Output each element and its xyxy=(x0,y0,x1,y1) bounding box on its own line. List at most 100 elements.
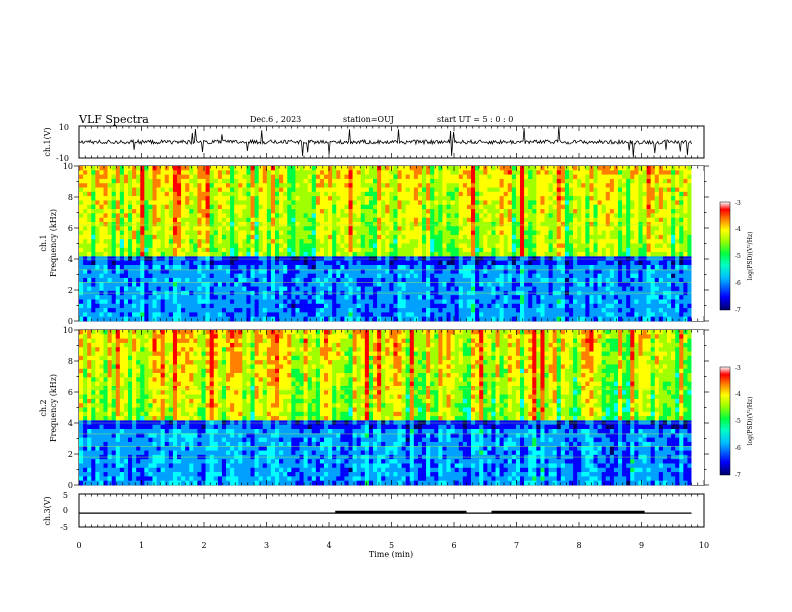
spectrogram-cell xyxy=(356,303,362,309)
spectrogram-cell xyxy=(471,213,476,218)
spectrogram-cell xyxy=(250,221,255,227)
spectrogram-cell xyxy=(205,166,210,171)
spectrogram-cell xyxy=(352,196,357,201)
spectrogram-cell xyxy=(340,277,345,283)
spectrogram-cell xyxy=(466,252,472,257)
spectrogram-cell xyxy=(270,277,276,283)
spectrogram-cell xyxy=(528,217,533,223)
spectrogram-cell xyxy=(597,187,602,193)
spectrogram-cell xyxy=(679,265,684,270)
spectrogram-cell xyxy=(201,269,206,274)
spectrogram-cell xyxy=(246,282,251,287)
spectrogram-cell xyxy=(658,286,664,292)
spectrogram-cell xyxy=(364,265,370,270)
spectrogram-cell xyxy=(324,295,329,300)
spectrogram-cell xyxy=(450,252,455,257)
spectrogram-cell xyxy=(401,213,406,218)
spectrogram-cell xyxy=(654,217,660,223)
spectrogram-cell xyxy=(209,174,215,180)
spectrogram-cell xyxy=(573,196,578,201)
spectrogram-cell xyxy=(450,204,455,210)
spectrogram-cell xyxy=(377,260,382,266)
spectrogram-cell xyxy=(364,187,370,193)
spectrogram-cell xyxy=(507,230,513,236)
spectrogram-cell xyxy=(626,234,631,240)
spectrogram-cell xyxy=(377,299,382,305)
spectrogram-cell xyxy=(87,230,92,236)
spectrogram-cell xyxy=(593,243,598,249)
spectrogram-cell xyxy=(311,243,317,249)
spectrogram-cell xyxy=(99,260,104,266)
spectrogram-cell xyxy=(634,239,639,244)
spectrogram-cell xyxy=(569,213,574,218)
spectrogram-cell xyxy=(573,234,578,240)
spectrogram-cell xyxy=(213,286,219,292)
spectrogram-cell xyxy=(242,303,247,309)
spectrogram-cell xyxy=(683,282,688,287)
spectrogram-cell xyxy=(675,277,680,283)
spectrogram-cell xyxy=(626,299,631,305)
spectrogram-cell xyxy=(401,230,406,236)
spectrogram-cell xyxy=(511,187,517,193)
spectrogram-cell xyxy=(160,308,166,313)
spectrogram-cell xyxy=(164,303,170,309)
spectrogram-cell xyxy=(99,269,104,274)
spectrogram-cell xyxy=(536,269,541,274)
spectrogram-cell xyxy=(246,230,251,236)
spectrogram-cell xyxy=(119,260,125,266)
spectrogram-cell xyxy=(630,191,635,197)
spectrogram-cell xyxy=(336,234,341,240)
spectrogram-cell xyxy=(381,230,386,236)
spectrogram-cell xyxy=(577,209,582,214)
spectrogram-cell xyxy=(168,178,174,184)
spectrogram-cell xyxy=(475,247,480,253)
spectrogram-cell xyxy=(609,277,615,283)
spectrogram-cell xyxy=(356,221,362,227)
spectrogram-cell xyxy=(332,299,337,305)
spectrogram-cell xyxy=(622,170,627,175)
spectrogram-cell xyxy=(103,209,108,214)
spectrogram-cell xyxy=(311,260,317,266)
spectrogram-cell xyxy=(283,178,288,184)
spectrogram-cell xyxy=(156,299,161,305)
spectrogram-cell xyxy=(409,273,415,279)
spectrogram-cell xyxy=(479,174,484,180)
spectrogram-cell xyxy=(197,178,202,184)
spectrogram-cell xyxy=(409,226,415,231)
spectrogram-cell xyxy=(217,170,223,175)
spectrogram-cell xyxy=(311,217,317,223)
spectrogram-cell xyxy=(430,183,435,188)
spectrogram-cell xyxy=(246,277,251,283)
spectrogram-cell xyxy=(156,243,161,249)
spectrogram-cell xyxy=(238,204,243,210)
spectrogram-cell xyxy=(275,234,280,240)
spectrogram-cell xyxy=(430,230,435,236)
spectrogram-cell xyxy=(193,234,198,240)
spectrogram-cell xyxy=(515,269,521,274)
spectrogram-cell xyxy=(573,303,578,309)
spectrogram-cell xyxy=(144,239,149,244)
spectrogram-cell xyxy=(650,221,656,227)
spectrogram-cell xyxy=(132,252,137,257)
spectrogram-cell xyxy=(585,187,590,193)
spectrogram-cell xyxy=(315,183,321,188)
spectrogram-cell xyxy=(266,265,272,270)
spectrogram-cell xyxy=(356,209,362,214)
spectrogram-cell xyxy=(307,230,313,236)
spectrogram-cell xyxy=(307,204,313,210)
spectrogram-cell xyxy=(119,174,125,180)
spectrogram-cell xyxy=(507,187,513,193)
spectrogram-cell xyxy=(683,174,688,180)
spectrogram-cell xyxy=(348,166,353,171)
spectrogram-cell xyxy=(683,230,688,236)
spectrogram-cell xyxy=(115,191,121,197)
spectrogram-cell xyxy=(662,260,668,266)
spectrogram-cell xyxy=(234,243,239,249)
spectrogram-cell xyxy=(536,239,541,244)
spectrogram-cell xyxy=(638,178,643,184)
spectrogram-cell xyxy=(454,286,460,292)
spectrogram-cell xyxy=(569,191,574,197)
spectrogram-cell xyxy=(128,191,133,197)
spectrogram-cell xyxy=(499,174,504,180)
spectrogram-cell xyxy=(181,295,186,300)
